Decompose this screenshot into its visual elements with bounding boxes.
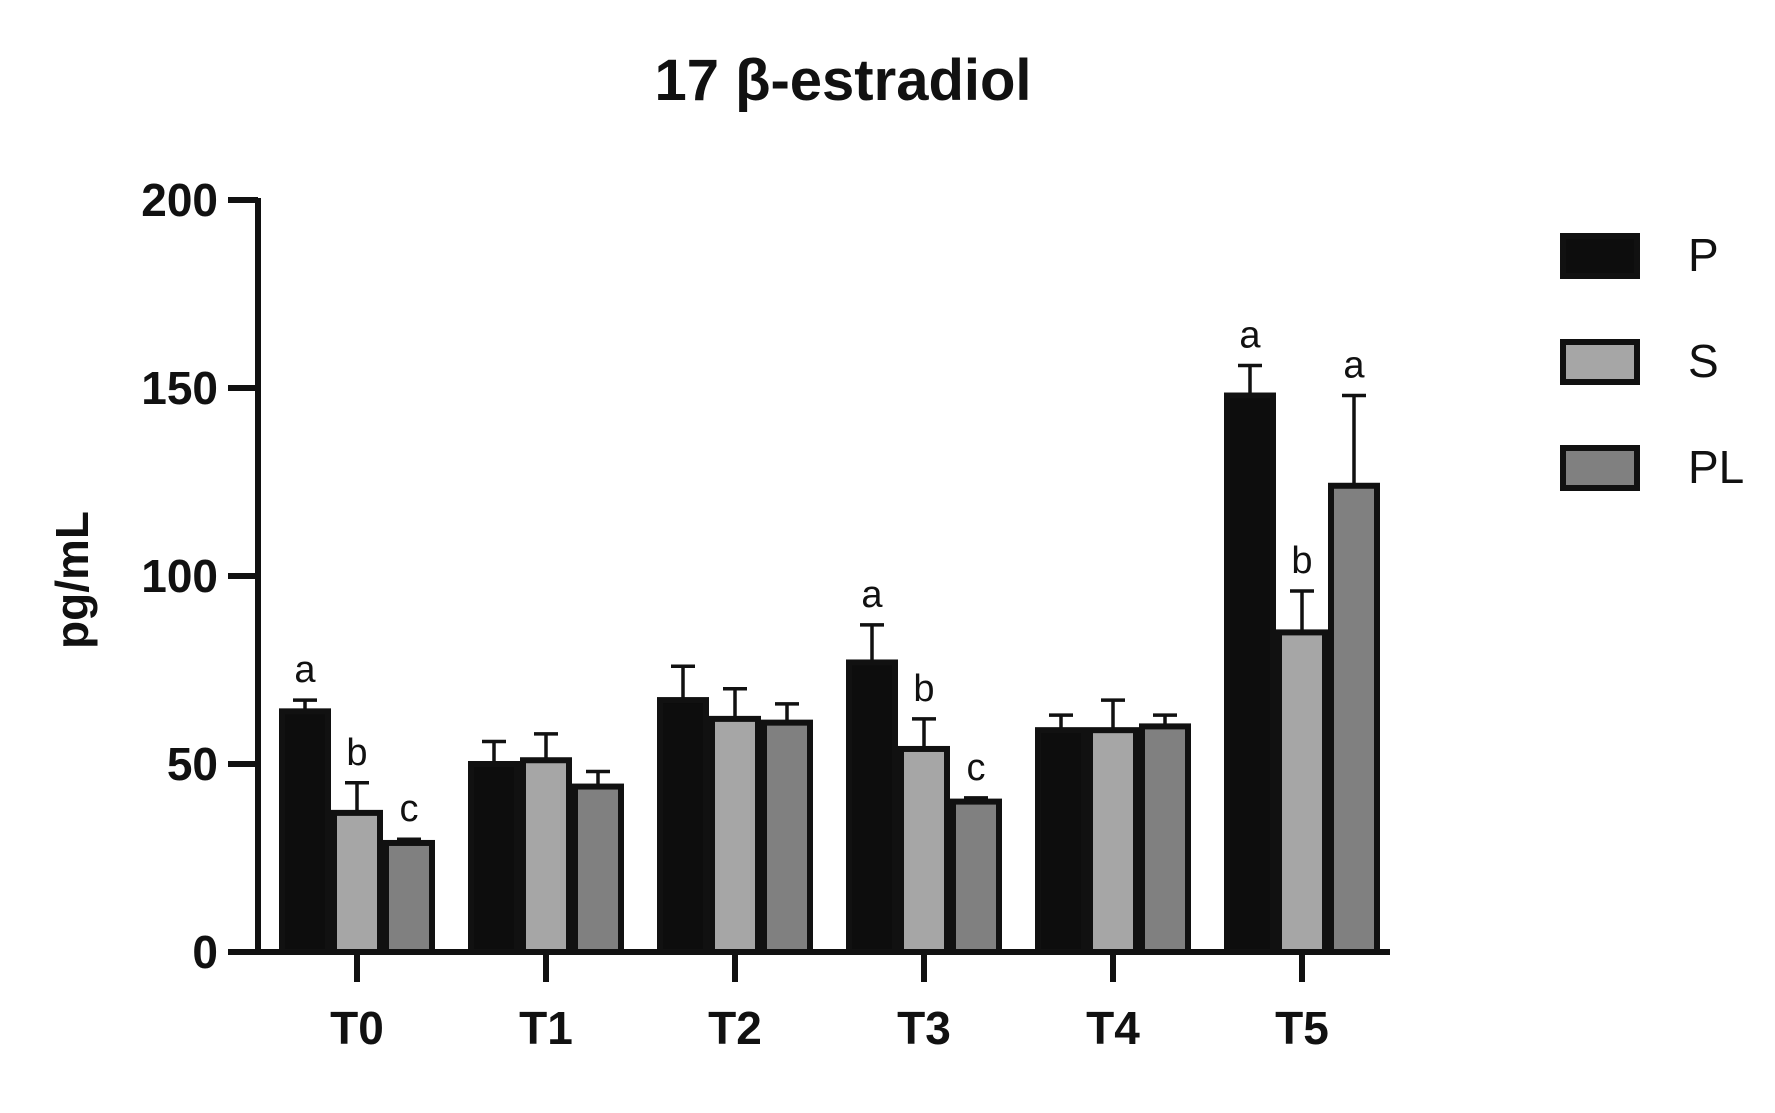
bar-p-t2 (657, 697, 709, 956)
y-tick-label: 200 (141, 174, 218, 226)
bar-pl-t4 (1139, 723, 1191, 956)
significance-letter: a (861, 574, 883, 616)
significance-letter: c (400, 788, 419, 830)
x-tick-label: T1 (519, 1002, 573, 1054)
x-axis: T0 T1 T2 T3 T4 T5 (228, 949, 1390, 1054)
significance-letter: a (1239, 314, 1261, 356)
legend-label-s: S (1688, 335, 1719, 387)
y-tick-label: 0 (192, 926, 218, 978)
chart-title: 17 β-estradiol (654, 48, 1031, 113)
significance-letter: b (913, 668, 934, 710)
bar-p-t0 (279, 708, 331, 955)
x-tick-label: T3 (897, 1002, 951, 1054)
legend-swatch-p (1560, 233, 1640, 279)
bar-p-t3 (846, 659, 898, 955)
bar-s-t4 (1087, 727, 1139, 955)
bar-p-t5 (1224, 392, 1276, 955)
bar-pl-t0 (383, 839, 435, 956)
bar-p-t1 (468, 761, 520, 955)
y-tick-label: 150 (141, 362, 218, 414)
bar-s-t3 (898, 745, 950, 956)
legend-swatch-s (1560, 339, 1640, 385)
bar-pl-t2 (761, 719, 813, 956)
x-tick-label: T4 (1086, 1002, 1140, 1054)
significance-letter: b (346, 732, 367, 774)
y-tick-label: 50 (167, 738, 218, 790)
y-tick-label: 100 (141, 550, 218, 602)
significance-letter: c (967, 747, 986, 789)
legend-swatch-pl (1560, 445, 1640, 491)
bar-s-t2 (709, 715, 761, 955)
bar-s-t0 (331, 809, 383, 955)
significance-letter: a (294, 649, 316, 691)
bar-pl-t5 (1328, 482, 1380, 955)
y-axis-label: pg/mL (46, 511, 98, 649)
bar-s-t5 (1276, 629, 1328, 956)
legend: P S PL (1560, 229, 1744, 493)
significance-letter: b (1291, 540, 1312, 582)
x-tick-label: T0 (330, 1002, 384, 1054)
legend-label-pl: PL (1688, 441, 1744, 493)
bar-pl-t1 (572, 783, 624, 955)
x-tick-label: T5 (1275, 1002, 1329, 1054)
bar-p-t4 (1035, 727, 1087, 955)
significance-letter: a (1343, 345, 1365, 387)
bar-pl-t3 (950, 798, 1002, 955)
legend-label-p: P (1688, 229, 1719, 281)
bar-s-t1 (520, 757, 572, 955)
y-axis: 0 50 100 150 200 (141, 174, 261, 978)
x-tick-label: T2 (708, 1002, 762, 1054)
